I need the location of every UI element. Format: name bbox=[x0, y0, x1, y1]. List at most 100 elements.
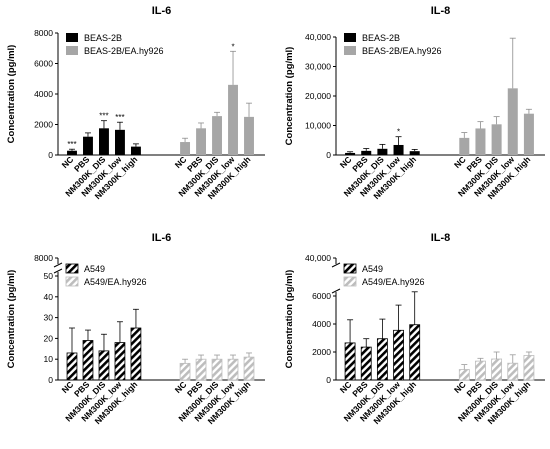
y-tick-label: 4000 bbox=[34, 89, 53, 99]
significance-label: *** bbox=[99, 112, 108, 121]
y-tick-label: 2000 bbox=[312, 347, 331, 357]
bar bbox=[66, 352, 78, 381]
significance-label: *** bbox=[115, 113, 124, 122]
bar bbox=[475, 360, 486, 381]
legend-swatch bbox=[344, 33, 356, 42]
y-tick-label: 10,000 bbox=[305, 121, 331, 131]
bar bbox=[409, 151, 420, 155]
y-tick-label: 8000 bbox=[34, 28, 53, 38]
bar bbox=[393, 144, 404, 155]
y-tick-label: 10 bbox=[44, 354, 54, 364]
chart-title: IL-6 bbox=[152, 5, 172, 17]
bar bbox=[507, 362, 519, 381]
y-tick-label: 30 bbox=[44, 313, 54, 323]
y-axis-label: Concentration (pg/ml) bbox=[284, 270, 295, 369]
y-tick-label: 4000 bbox=[312, 319, 331, 329]
legend-label: A549/EA.hy926 bbox=[362, 277, 425, 287]
axis-break-mark bbox=[331, 288, 341, 294]
y-tick-label: 0 bbox=[326, 375, 331, 385]
y-tick-label: 40 bbox=[44, 292, 54, 302]
legend-swatch bbox=[343, 276, 357, 287]
legend-swatch bbox=[65, 263, 79, 274]
bar bbox=[82, 340, 94, 381]
y-tick-label: 6000 bbox=[312, 291, 331, 301]
bar bbox=[393, 329, 404, 381]
y-tick-label: 50 bbox=[44, 271, 54, 281]
y-axis-label: Concentration (pg/ml) bbox=[6, 45, 17, 144]
bar bbox=[196, 128, 206, 155]
bar bbox=[459, 137, 470, 155]
legend-swatch bbox=[66, 33, 78, 42]
significance-label: *** bbox=[67, 140, 76, 149]
chart-top-left: IL-6 Concentration (pg/ml) 0 2000 4000 6000 80… bbox=[6, 5, 265, 201]
chart-bottom-right: IL-8 Concentration (pg/ml) 40,000 0 2000 4000… bbox=[284, 232, 545, 426]
y-tick-label: 8000 bbox=[34, 253, 53, 263]
legend-swatch bbox=[343, 263, 357, 274]
axis-break-mark bbox=[53, 268, 63, 274]
y-tick-label: 40,000 bbox=[305, 253, 331, 263]
bar bbox=[491, 358, 503, 381]
bar bbox=[360, 346, 372, 381]
legend-label: A549/EA.hy926 bbox=[84, 277, 147, 287]
chart-top-right: IL-8 Concentration (pg/ml) 0 10,000 20,000 30… bbox=[284, 5, 545, 201]
legend-label: BEAS-2B/EA.hy926 bbox=[84, 46, 164, 56]
bar bbox=[179, 362, 191, 381]
chart-title: IL-6 bbox=[152, 232, 172, 244]
y-tick-label: 30,000 bbox=[305, 62, 331, 72]
legend-label: BEAS-2B bbox=[84, 33, 122, 43]
bar bbox=[376, 338, 388, 381]
bar bbox=[361, 150, 372, 155]
chart-title: IL-8 bbox=[431, 232, 451, 244]
y-tick-label: 0 bbox=[48, 375, 53, 385]
significance-label: * bbox=[397, 128, 400, 137]
bar bbox=[458, 369, 470, 381]
bar bbox=[67, 150, 77, 155]
bar bbox=[114, 342, 126, 381]
legend-swatch bbox=[344, 46, 356, 55]
y-tick-label: 0 bbox=[48, 150, 53, 160]
bar bbox=[83, 136, 93, 155]
bar bbox=[475, 128, 486, 155]
bar bbox=[523, 113, 534, 155]
y-tick-label: 20,000 bbox=[305, 91, 331, 101]
bar bbox=[227, 358, 239, 381]
bar bbox=[98, 350, 110, 381]
bar bbox=[409, 324, 421, 381]
legend-label: BEAS-2B bbox=[362, 33, 400, 43]
bar bbox=[243, 356, 255, 381]
bar bbox=[344, 342, 356, 381]
bar bbox=[523, 355, 535, 381]
bar bbox=[345, 152, 356, 155]
bar bbox=[244, 116, 254, 155]
chart-bottom-left: IL-6 Concentration (pg/ml) 8000 0 10 20 30 40 50… bbox=[6, 232, 265, 426]
bar bbox=[228, 84, 238, 155]
bar bbox=[115, 129, 125, 155]
bar bbox=[211, 358, 223, 381]
legend-label: A549 bbox=[84, 264, 105, 274]
bar bbox=[212, 116, 222, 155]
legend-swatch bbox=[66, 46, 78, 55]
y-tick-label: 2000 bbox=[34, 120, 53, 130]
y-axis-label: Concentration (pg/ml) bbox=[6, 270, 17, 369]
axis-break-mark bbox=[331, 262, 341, 268]
legend-swatch bbox=[65, 276, 79, 287]
y-tick-label: 40,000 bbox=[305, 32, 331, 42]
bar bbox=[507, 88, 518, 155]
bar bbox=[130, 327, 142, 381]
bar bbox=[180, 142, 191, 155]
bar bbox=[99, 128, 109, 155]
y-axis-label: Concentration (pg/ml) bbox=[284, 47, 295, 146]
chart-title: IL-8 bbox=[431, 5, 451, 17]
axis-break-mark bbox=[53, 262, 63, 268]
bar bbox=[491, 124, 502, 155]
y-tick-label: 0 bbox=[326, 150, 331, 160]
legend-label: A549 bbox=[362, 264, 383, 274]
y-tick-label: 20 bbox=[44, 333, 54, 343]
legend-label: BEAS-2B/EA.hy926 bbox=[362, 46, 442, 56]
significance-label: * bbox=[231, 42, 234, 51]
y-tick-label: 6000 bbox=[34, 59, 53, 69]
bar bbox=[195, 358, 207, 381]
bar bbox=[130, 146, 141, 155]
